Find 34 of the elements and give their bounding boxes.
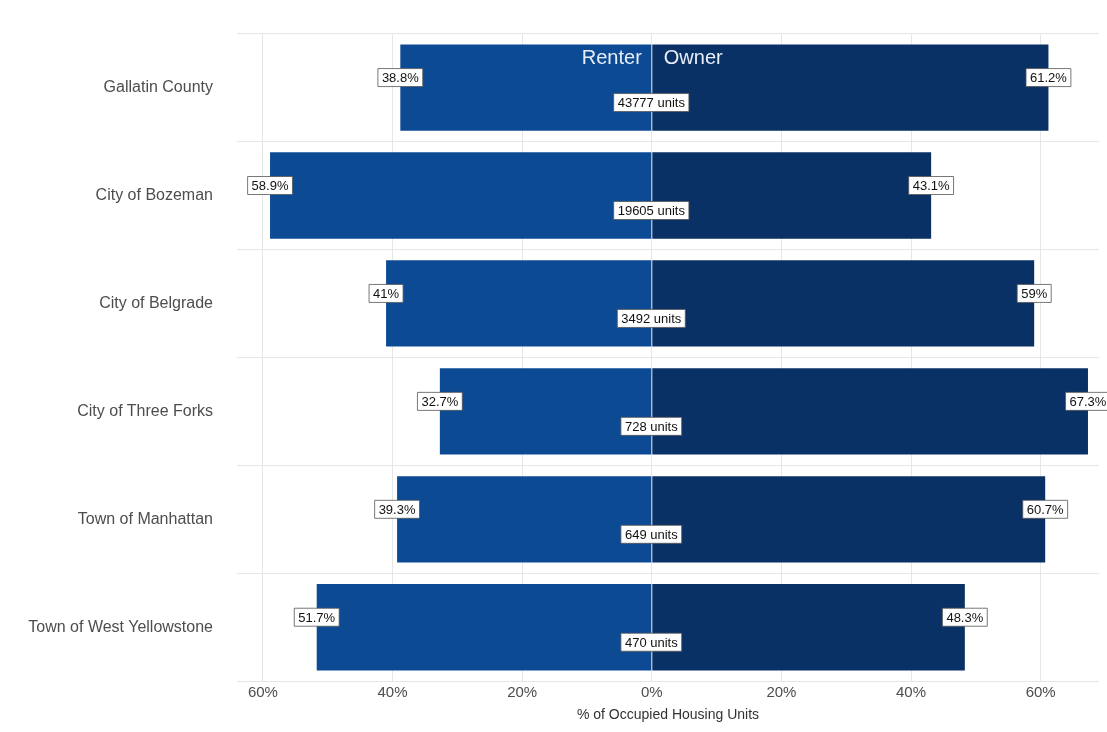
- x-tick-label: 60%: [1025, 683, 1056, 701]
- data-label: 60.7%: [1026, 501, 1065, 517]
- data-label: 32.7%: [421, 393, 459, 409]
- data-label: 38.8%: [381, 70, 420, 86]
- y-tick-label: City of Bozeman: [95, 185, 213, 203]
- x-tick-label: 60%: [247, 683, 278, 701]
- x-tick-label: 20%: [507, 683, 538, 701]
- x-tick-label: 20%: [766, 683, 797, 701]
- x-tick-label: 0%: [640, 683, 663, 701]
- y-tick-label: Town of West Yellowstone: [28, 617, 214, 635]
- data-label: 51.7%: [298, 609, 336, 625]
- data-label: 58.9%: [251, 178, 289, 194]
- data-label: 43.1%: [912, 178, 950, 194]
- annotation: 470 units: [624, 634, 679, 650]
- annotation: 19605 units: [617, 203, 686, 219]
- x-tick-label: 40%: [896, 683, 927, 701]
- annotation: 43777 units: [617, 95, 686, 111]
- data-label: 59%: [1021, 286, 1048, 302]
- annotation: 649 units: [624, 526, 679, 542]
- data-label: 48.3%: [946, 609, 984, 625]
- x-tick-label: 40%: [377, 683, 408, 701]
- data-label: 61.2%: [1030, 70, 1068, 86]
- annotation: 728 units: [624, 418, 679, 434]
- series-label: Renter: [581, 45, 643, 68]
- data-label: 67.3%: [1069, 393, 1107, 409]
- annotation: 3492 units: [621, 311, 682, 327]
- series-label: Owner: [663, 45, 724, 68]
- y-tick-label: City of Belgrade: [99, 293, 214, 311]
- y-tick-label: Gallatin County: [103, 77, 213, 95]
- data-label: 39.3%: [378, 501, 416, 517]
- x-axis-title: % of Occupied Housing Units: [576, 706, 760, 723]
- y-tick-label: Town of Manhattan: [77, 509, 213, 527]
- y-tick-label: City of Three Forks: [77, 401, 213, 419]
- data-label: 41%: [373, 286, 400, 302]
